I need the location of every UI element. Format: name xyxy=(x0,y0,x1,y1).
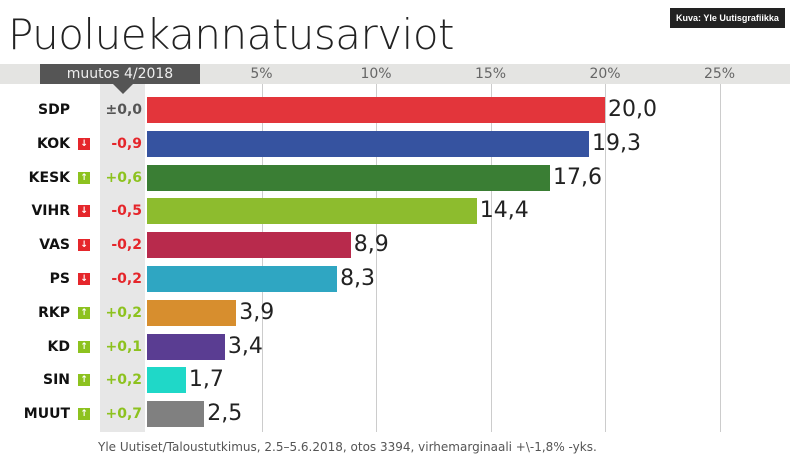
arrow-up-icon: ↑ xyxy=(78,408,90,421)
party-label: VIHR xyxy=(31,203,70,220)
value-label: 1,7 xyxy=(188,367,224,393)
change-value: -0,5 xyxy=(111,203,142,220)
party-label: RKP xyxy=(38,304,70,321)
bar-sin xyxy=(147,367,186,394)
gridline xyxy=(376,84,377,432)
change-value: -0,2 xyxy=(111,237,142,254)
bar-muut xyxy=(147,401,205,428)
bar-kesk xyxy=(147,164,551,191)
bar-rkp xyxy=(147,299,237,326)
value-label: 14,4 xyxy=(479,198,529,224)
chart-title: Puoluekannatusarviot xyxy=(8,10,455,59)
party-label: VAS xyxy=(39,237,70,254)
party-label: KOK xyxy=(37,135,70,152)
gridline xyxy=(605,84,606,432)
value-label: 8,9 xyxy=(353,232,389,258)
arrow-down-icon: ↓ xyxy=(78,273,90,285)
value-label: 19,3 xyxy=(591,130,641,156)
value-label: 3,9 xyxy=(239,299,275,325)
tick-label: 10% xyxy=(360,66,392,82)
change-header-pointer xyxy=(113,84,133,94)
change-value: +0,1 xyxy=(105,338,142,355)
change-value: +0,2 xyxy=(105,304,142,321)
arrow-up-icon: ↑ xyxy=(78,340,90,353)
tick-label: 25% xyxy=(703,66,736,82)
tick-label: 20% xyxy=(589,66,621,82)
party-label: SDP xyxy=(38,102,70,118)
image-credit: Kuva: Yle Uutisgrafiikka xyxy=(670,8,785,28)
tick-label: 5% xyxy=(250,66,273,82)
value-label: 17,6 xyxy=(553,164,603,190)
bar-ps xyxy=(147,266,338,292)
arrow-down-icon: ↓ xyxy=(78,137,90,150)
bar-vas xyxy=(147,232,351,259)
change-value: ±0,0 xyxy=(105,102,142,118)
bar-vihr xyxy=(147,198,477,225)
bar-sdp xyxy=(147,97,605,123)
party-label: KD xyxy=(47,338,70,355)
change-value: +0,2 xyxy=(105,372,142,389)
change-header: muutos 4/2018 xyxy=(40,64,200,84)
arrow-up-icon: ↑ xyxy=(78,374,90,387)
arrow-down-icon: ↓ xyxy=(78,239,90,252)
value-label: 8,3 xyxy=(340,266,376,291)
value-label: 2,5 xyxy=(207,401,243,427)
gridline xyxy=(490,84,492,432)
party-label: MUUT xyxy=(23,406,70,423)
arrow-up-icon: ↑ xyxy=(78,306,90,319)
value-label: 20,0 xyxy=(608,97,657,122)
party-label: SIN xyxy=(42,372,70,389)
change-value: +0,7 xyxy=(105,406,142,423)
arrow-down-icon: ↓ xyxy=(78,205,90,218)
source-note: Yle Uutiset/Taloustutkimus, 2.5–5.6.2018… xyxy=(98,440,597,454)
change-value: +0,6 xyxy=(105,169,142,186)
bar-kok xyxy=(147,130,589,157)
gridline xyxy=(719,84,721,432)
change-value: -0,2 xyxy=(111,271,142,287)
change-value: -0,9 xyxy=(111,135,142,152)
party-label: PS xyxy=(49,271,70,287)
arrow-up-icon: ↑ xyxy=(78,171,90,184)
value-label: 3,4 xyxy=(227,333,263,359)
party-label: KESK xyxy=(28,169,70,186)
change-column xyxy=(100,84,145,432)
tick-label: 15% xyxy=(474,66,507,82)
bar-kd xyxy=(147,333,225,360)
